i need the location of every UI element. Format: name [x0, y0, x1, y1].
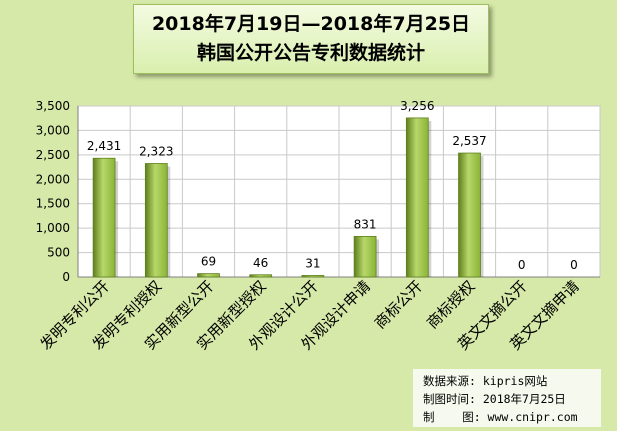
source-line: 数据来源: kipris网站 — [423, 373, 547, 389]
data-label: 46 — [253, 256, 268, 270]
bar — [354, 236, 376, 277]
bar — [145, 164, 167, 277]
data-label: 2,431 — [87, 139, 121, 153]
bar — [93, 158, 115, 277]
data-label: 69 — [201, 255, 216, 269]
y-tick-label: 500 — [47, 246, 70, 260]
x-tick-label: 商标公开 — [371, 277, 426, 332]
y-tick-label: 1,500 — [36, 197, 70, 211]
y-tick-label: 2,500 — [36, 148, 70, 162]
y-tick-label: 3,000 — [36, 123, 70, 137]
data-label: 0 — [518, 258, 526, 272]
x-tick-labels: 发明专利公开发明专利授权实用新型公开实用新型授权外观设计公开外观设计申请商标公开… — [37, 277, 583, 353]
y-tick-labels: 0 500 1,000 1,500 2,000 2,500 3,000 3,500 — [36, 99, 70, 284]
data-label: 0 — [570, 258, 578, 272]
bar — [198, 274, 220, 277]
y-tick-label: 0 — [62, 270, 70, 284]
bar — [406, 118, 428, 277]
y-tick-label: 1,000 — [36, 221, 70, 235]
chart-date-line: 制图时间: 2018年7月25日 — [423, 391, 566, 407]
data-label: 3,256 — [400, 99, 434, 113]
bar — [302, 275, 324, 277]
data-label: 2,323 — [139, 145, 173, 159]
bar — [459, 153, 481, 277]
data-label: 831 — [354, 217, 377, 231]
y-tick-label: 2,000 — [36, 172, 70, 186]
source-info-box: 数据来源: kipris网站 制图时间: 2018年7月25日 制 图: www… — [413, 369, 601, 427]
data-label: 31 — [305, 256, 320, 270]
data-label: 2,537 — [452, 134, 486, 148]
y-tick-label: 3,500 — [36, 99, 70, 113]
bar — [250, 275, 272, 277]
author-line: 制 图: www.cnipr.com — [423, 409, 578, 425]
